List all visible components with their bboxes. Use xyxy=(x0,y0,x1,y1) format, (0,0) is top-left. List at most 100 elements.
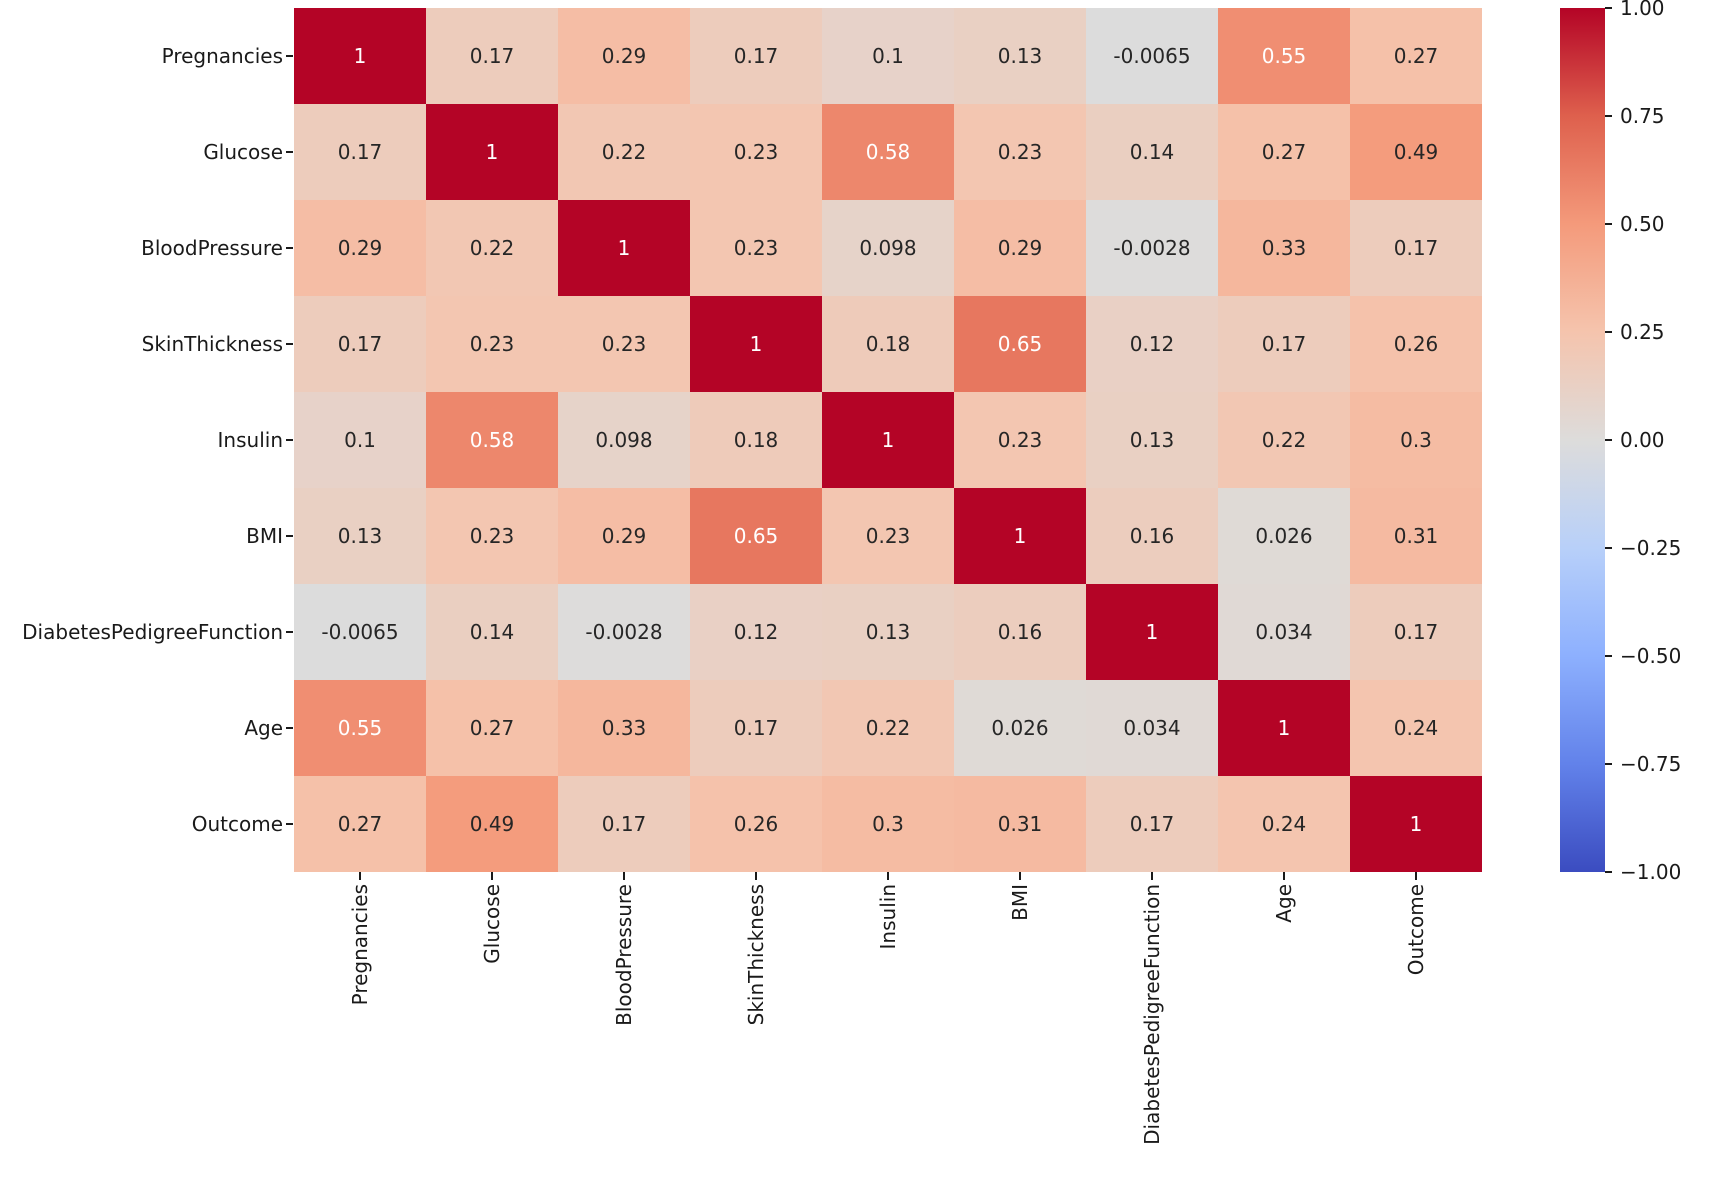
colorbar-tick-label: 0.75 xyxy=(1620,104,1665,128)
heatmap-cell: 0.18 xyxy=(822,296,954,392)
x-tick-mark xyxy=(755,872,757,880)
heatmap-cell: 0.31 xyxy=(954,776,1086,872)
y-tick-label: Insulin xyxy=(217,428,283,452)
heatmap-cell: 0.13 xyxy=(954,8,1086,104)
colorbar-tick-mark xyxy=(1605,7,1612,9)
heatmap-cell: 0.16 xyxy=(1086,488,1218,584)
heatmap-cell: 0.23 xyxy=(822,488,954,584)
heatmap-cell: 0.098 xyxy=(558,392,690,488)
heatmap-cell: 0.23 xyxy=(954,104,1086,200)
heatmap-cell: 0.17 xyxy=(294,296,426,392)
heatmap-cell: 0.58 xyxy=(426,392,558,488)
colorbar-tick-mark xyxy=(1605,655,1612,657)
x-tick-mark xyxy=(623,872,625,880)
heatmap-cell: 0.29 xyxy=(558,488,690,584)
heatmap-cell: 0.58 xyxy=(822,104,954,200)
y-tick-mark xyxy=(286,823,293,825)
y-tick-mark xyxy=(286,535,293,537)
heatmap-cell: 0.098 xyxy=(822,200,954,296)
heatmap-cell: 0.29 xyxy=(558,8,690,104)
colorbar-tick-mark xyxy=(1605,439,1612,441)
heatmap-cell: 0.33 xyxy=(558,680,690,776)
heatmap-cell: -0.0065 xyxy=(1086,8,1218,104)
heatmap-cell: 0.17 xyxy=(294,104,426,200)
colorbar-tick-mark xyxy=(1605,331,1612,333)
heatmap-cell: -0.0028 xyxy=(558,584,690,680)
y-tick-label: Pregnancies xyxy=(161,44,283,68)
heatmap-cell: 0.23 xyxy=(426,488,558,584)
heatmap-cell: 0.29 xyxy=(954,200,1086,296)
colorbar-tick-label: −1.00 xyxy=(1620,860,1682,884)
heatmap-cell: 0.1 xyxy=(294,392,426,488)
heatmap-cell: 0.3 xyxy=(822,776,954,872)
y-tick-label: SkinThickness xyxy=(141,332,283,356)
heatmap-cell: 0.034 xyxy=(1086,680,1218,776)
x-tick-label: Glucose xyxy=(480,884,504,964)
heatmap-cell: -0.0028 xyxy=(1086,200,1218,296)
heatmap-cell: 0.14 xyxy=(426,584,558,680)
colorbar-gradient xyxy=(1560,8,1605,872)
x-tick-label: Outcome xyxy=(1404,884,1428,976)
heatmap-cell: 0.27 xyxy=(294,776,426,872)
y-tick-label: DiabetesPedigreeFunction xyxy=(22,620,283,644)
heatmap-cell: 0.24 xyxy=(1218,776,1350,872)
heatmap-cell: 0.49 xyxy=(426,776,558,872)
heatmap-cell: 0.17 xyxy=(1086,776,1218,872)
x-tick-label: DiabetesPedigreeFunction xyxy=(1140,884,1164,1145)
y-tick-mark xyxy=(286,439,293,441)
heatmap-cell: 1 xyxy=(822,392,954,488)
heatmap-cell: 0.22 xyxy=(822,680,954,776)
heatmap-cell: 0.026 xyxy=(954,680,1086,776)
y-tick-label: BloodPressure xyxy=(141,236,283,260)
y-tick-mark xyxy=(286,55,293,57)
x-tick-label: SkinThickness xyxy=(744,884,768,1026)
heatmap-cell: 0.034 xyxy=(1218,584,1350,680)
heatmap-cell: 0.17 xyxy=(558,776,690,872)
y-tick-mark xyxy=(286,247,293,249)
x-tick-mark xyxy=(887,872,889,880)
heatmap-cell: 0.27 xyxy=(1218,104,1350,200)
heatmap-cell: 0.27 xyxy=(426,680,558,776)
y-tick-mark xyxy=(286,343,293,345)
x-tick-label: BloodPressure xyxy=(612,884,636,1026)
heatmap-cell: 0.55 xyxy=(294,680,426,776)
colorbar-tick-label: 0.25 xyxy=(1620,320,1665,344)
x-tick-label: Pregnancies xyxy=(348,884,372,1006)
colorbar-tick-label: 0.50 xyxy=(1620,212,1665,236)
heatmap-cell: 1 xyxy=(558,200,690,296)
x-tick-mark xyxy=(1019,872,1021,880)
colorbar-tick-mark xyxy=(1605,115,1612,117)
heatmap-cell: 1 xyxy=(294,8,426,104)
y-tick-label: Outcome xyxy=(191,812,283,836)
colorbar-tick-mark xyxy=(1605,871,1612,873)
heatmap-cell: 0.65 xyxy=(690,488,822,584)
colorbar-tick-label: 1.00 xyxy=(1620,0,1665,20)
heatmap-cell: 0.29 xyxy=(294,200,426,296)
heatmap-cell: 0.22 xyxy=(558,104,690,200)
heatmap-cell: 0.23 xyxy=(690,104,822,200)
heatmap-cell: 1 xyxy=(1218,680,1350,776)
colorbar-tick-label: −0.25 xyxy=(1620,536,1682,560)
x-tick-mark xyxy=(1283,872,1285,880)
colorbar-tick-mark xyxy=(1605,547,1612,549)
heatmap-cell: 0.14 xyxy=(1086,104,1218,200)
x-tick-label: Age xyxy=(1272,884,1296,923)
colorbar-tick-label: −0.75 xyxy=(1620,752,1682,776)
heatmap-cell: 1 xyxy=(1350,776,1482,872)
heatmap-cell: 0.55 xyxy=(1218,8,1350,104)
y-tick-mark xyxy=(286,631,293,633)
heatmap-cell: 0.22 xyxy=(1218,392,1350,488)
heatmap-cell: 0.17 xyxy=(690,680,822,776)
heatmap-cell: 0.12 xyxy=(690,584,822,680)
heatmap-cell: 0.23 xyxy=(690,200,822,296)
heatmap-cell: 0.13 xyxy=(294,488,426,584)
heatmap-cell: 0.12 xyxy=(1086,296,1218,392)
y-tick-label: Age xyxy=(244,716,283,740)
heatmap-cell: 0.17 xyxy=(1218,296,1350,392)
heatmap-cell: 0.27 xyxy=(1350,8,1482,104)
heatmap-cell: -0.0065 xyxy=(294,584,426,680)
heatmap-cell: 0.13 xyxy=(1086,392,1218,488)
x-tick-label: BMI xyxy=(1008,884,1032,921)
y-tick-mark xyxy=(286,151,293,153)
heatmap-cell: 0.24 xyxy=(1350,680,1482,776)
